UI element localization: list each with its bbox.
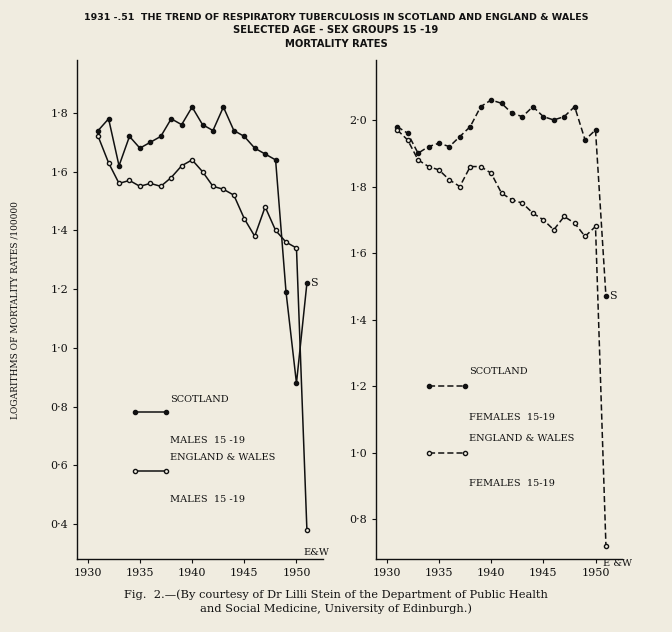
Text: E &W: E &W <box>603 559 632 568</box>
Text: MALES  15 -19: MALES 15 -19 <box>170 436 245 445</box>
Text: SCOTLAND: SCOTLAND <box>170 394 228 404</box>
Text: ENGLAND & WALES: ENGLAND & WALES <box>469 434 575 443</box>
Text: LOGARITHMS OF MORTALITY RATES /100000: LOGARITHMS OF MORTALITY RATES /100000 <box>10 201 19 418</box>
Text: S: S <box>609 291 617 301</box>
Text: 1931 -.51  THE TREND OF RESPIRATORY TUBERCULOSIS IN SCOTLAND AND ENGLAND & WALES: 1931 -.51 THE TREND OF RESPIRATORY TUBER… <box>84 13 588 21</box>
Text: MALES  15 -19: MALES 15 -19 <box>170 495 245 504</box>
Text: S: S <box>310 278 318 288</box>
Text: E&W: E&W <box>304 547 330 557</box>
Text: SELECTED AGE - SEX GROUPS 15 -19: SELECTED AGE - SEX GROUPS 15 -19 <box>233 25 439 35</box>
Text: ENGLAND & WALES: ENGLAND & WALES <box>170 453 276 463</box>
Text: MORTALITY RATES: MORTALITY RATES <box>285 39 387 49</box>
Text: Fig.  2.—(By courtesy of Dr Lilli Stein of the Department of Public Health
and S: Fig. 2.—(By courtesy of Dr Lilli Stein o… <box>124 589 548 614</box>
Text: FEMALES  15-19: FEMALES 15-19 <box>469 480 555 489</box>
Text: SCOTLAND: SCOTLAND <box>469 367 528 376</box>
Text: FEMALES  15-19: FEMALES 15-19 <box>469 413 555 422</box>
